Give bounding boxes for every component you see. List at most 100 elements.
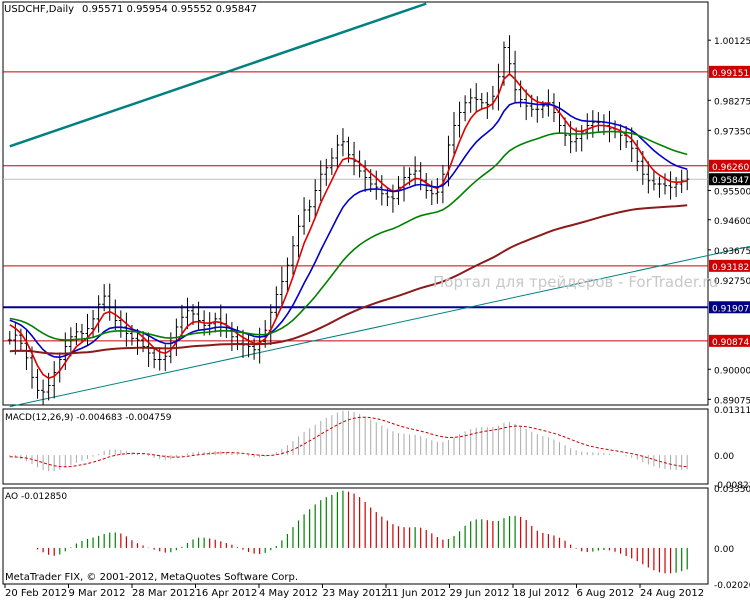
price-tick-5: 0.93675 bbox=[714, 247, 750, 257]
price-bar bbox=[296, 214, 301, 258]
price-bar bbox=[257, 327, 262, 364]
price-bar bbox=[229, 322, 234, 352]
price-bar bbox=[68, 327, 73, 357]
price-bar bbox=[252, 338, 257, 360]
price-bar bbox=[374, 170, 379, 200]
ma-mid-line bbox=[9, 101, 688, 359]
price-bar bbox=[563, 117, 568, 146]
price-bar bbox=[124, 312, 129, 347]
date-label-6: 11 Jun 2012 bbox=[386, 588, 446, 599]
main-pane-frame bbox=[2, 1, 709, 406]
level-label-1: 0.96260 bbox=[712, 163, 749, 173]
price-bar bbox=[279, 266, 284, 308]
price-bar bbox=[452, 112, 457, 155]
price-bar bbox=[429, 180, 434, 206]
date-label-7: 29 Jun 2012 bbox=[450, 588, 510, 599]
price-bar bbox=[413, 156, 418, 187]
price-bar bbox=[307, 199, 312, 223]
price-tick-0: 1.00125 bbox=[714, 37, 750, 47]
level-label-2: 0.93182 bbox=[712, 263, 749, 273]
ao-label: AO -0.012850 bbox=[5, 492, 67, 502]
price-bar bbox=[74, 322, 79, 346]
price-bar bbox=[435, 178, 440, 204]
price-bar bbox=[463, 95, 468, 122]
ma-slow-line bbox=[9, 130, 688, 341]
price-bar bbox=[507, 35, 512, 76]
level-tag-0 bbox=[709, 65, 750, 78]
date-label-2: 28 Mar 2012 bbox=[132, 588, 195, 599]
price-bar bbox=[91, 309, 96, 338]
date-label-3: 16 Apr 2012 bbox=[196, 588, 258, 599]
macd-tick-0: 0.013116 bbox=[714, 406, 750, 416]
price-bar bbox=[340, 128, 345, 157]
price-bar bbox=[390, 184, 395, 213]
price-bar bbox=[618, 124, 623, 151]
level-label-4: 0.90874 bbox=[712, 338, 749, 348]
price-bar bbox=[302, 197, 307, 235]
price-bar bbox=[651, 169, 656, 191]
price-bar bbox=[118, 310, 123, 338]
price-bar bbox=[24, 329, 29, 371]
price-bar bbox=[474, 83, 479, 113]
date-label-5: 23 May 2012 bbox=[323, 588, 388, 599]
price-bar bbox=[585, 113, 590, 140]
date-label-8: 18 Jul 2012 bbox=[513, 588, 570, 599]
price-bar bbox=[524, 89, 529, 121]
date-label-9: 6 Aug 2012 bbox=[577, 588, 635, 599]
price-bar bbox=[363, 160, 368, 192]
date-label-4: 4 May 2012 bbox=[259, 588, 318, 599]
price-bar bbox=[79, 323, 84, 343]
price-bar bbox=[196, 301, 201, 330]
ma-long-line bbox=[9, 204, 688, 355]
level-tag-2 bbox=[709, 259, 750, 272]
price-bar bbox=[535, 96, 540, 123]
ao-tick-0: 0.033506 bbox=[714, 485, 750, 495]
price-bar bbox=[674, 176, 679, 197]
macd-tick-2: -0.00822 bbox=[714, 481, 750, 491]
trend-line-1 bbox=[9, 245, 750, 408]
price-bar bbox=[185, 297, 190, 330]
level-label-0: 0.99151 bbox=[712, 69, 749, 79]
price-bar bbox=[579, 125, 584, 152]
price-tick-7: 0.90000 bbox=[714, 366, 750, 376]
price-bar bbox=[513, 50, 518, 103]
level-tag-3 bbox=[709, 301, 750, 314]
macd-tick-1: 0.00 bbox=[714, 452, 734, 462]
price-bar bbox=[624, 125, 629, 148]
price-bar bbox=[657, 176, 662, 198]
price-bar bbox=[329, 148, 334, 176]
price-tick-2: 0.97350 bbox=[714, 127, 750, 137]
date-label-0: 20 Feb 2012 bbox=[5, 588, 67, 599]
price-bar bbox=[324, 158, 329, 186]
price-bar bbox=[490, 85, 495, 110]
copyright: MetaTrader FIX, © 2001-2012, MetaQuotes … bbox=[5, 572, 298, 583]
ao-tick-1: 0.00 bbox=[714, 545, 734, 555]
price-bar bbox=[218, 304, 223, 337]
price-bar bbox=[685, 169, 690, 191]
price-bar bbox=[96, 295, 101, 333]
macd-label: MACD(12,26,9) -0.004683 -0.004759 bbox=[5, 413, 172, 423]
price-bar bbox=[551, 93, 556, 123]
price-bar bbox=[335, 134, 340, 169]
price-bar bbox=[7, 330, 12, 345]
level-tag-4 bbox=[709, 334, 750, 347]
price-bar bbox=[52, 361, 57, 399]
price-bar bbox=[246, 334, 251, 358]
level-label-3: 0.91907 bbox=[712, 304, 749, 314]
price-tick-6: 0.92750 bbox=[714, 277, 750, 287]
ma-fast-line bbox=[9, 72, 688, 380]
price-bar bbox=[468, 88, 473, 113]
price-bar bbox=[646, 161, 651, 194]
trend-line-0 bbox=[9, 2, 427, 148]
price-bar bbox=[107, 283, 112, 321]
price-bar bbox=[668, 171, 673, 200]
price-tick-1: 0.98275 bbox=[714, 97, 750, 107]
price-bar bbox=[35, 369, 40, 399]
current-price-label: 0.95847 bbox=[712, 176, 749, 186]
price-tick-8: 0.89075 bbox=[714, 396, 750, 406]
ohlc-values: 0.95571 0.95954 0.95552 0.95847 bbox=[82, 4, 257, 15]
price-bar bbox=[152, 346, 157, 369]
date-label-10: 24 Aug 2012 bbox=[640, 588, 704, 599]
symbol-label: USDCHF,Daily bbox=[4, 4, 74, 15]
